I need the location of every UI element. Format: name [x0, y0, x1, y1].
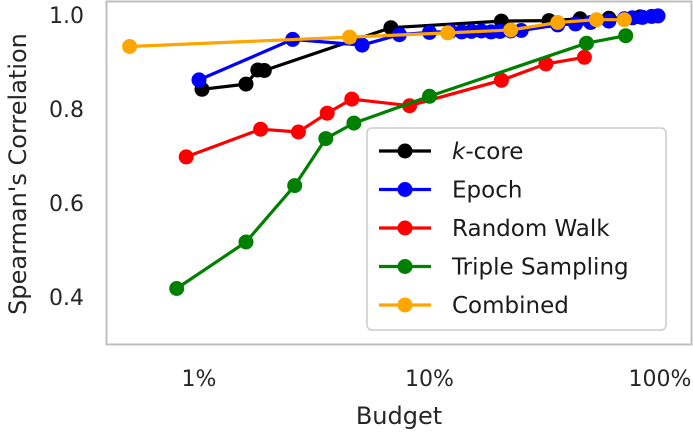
data-point-random-walk [178, 149, 194, 165]
x-axis-ticks: 1% 10% 100% [182, 367, 692, 392]
data-point-combined [616, 12, 632, 28]
data-point-triple-sampling [287, 178, 303, 194]
data-point-random-walk [576, 49, 592, 65]
data-point-combined [342, 29, 358, 45]
data-point-combined [122, 39, 138, 54]
legend-item-random-walk: Random Walk [379, 216, 610, 242]
y-tick-label: 0.4 [49, 286, 84, 311]
data-point-epoch [568, 16, 583, 32]
data-point-triple-sampling [579, 35, 594, 51]
y-axis-label: Spearman's Correlation [4, 33, 32, 315]
legend-label-epoch: Epoch [452, 178, 522, 204]
data-point-epoch [354, 37, 370, 53]
data-point-epoch [650, 8, 666, 24]
legend-marker-epoch [397, 182, 413, 197]
data-point-combined [588, 12, 604, 28]
legend-label-combined: Combined [452, 293, 569, 319]
x-axis-label: Budget [356, 402, 442, 430]
legend-label-k-core: k-core [452, 139, 523, 165]
legend-item-epoch: Epoch [379, 178, 522, 204]
legend-frame [366, 127, 667, 331]
data-point-triple-sampling [238, 234, 254, 250]
legend-label-triple-sampling: Triple Sampling [451, 255, 629, 281]
data-point-random-walk [538, 56, 554, 72]
legend: k-core Epoch Random Walk Triple Sampling Com… [366, 127, 667, 331]
series-line-triple-sampling [175, 34, 628, 291]
y-tick-label: 0.6 [49, 192, 84, 217]
y-tick-label: 1.0 [49, 4, 84, 29]
series-random-walk [178, 49, 592, 165]
legend-label-rest-part: -core [465, 139, 523, 165]
data-point-random-walk [253, 121, 269, 137]
data-point-epoch [191, 72, 207, 88]
x-tick-label: 1% [182, 367, 217, 392]
plot-area [105, 0, 693, 346]
legend-item-combined: Combined [379, 293, 569, 319]
series-triple-sampling [169, 28, 634, 296]
data-point-triple-sampling [318, 131, 334, 147]
y-axis-ticks: 0.4 0.6 0.8 1.0 [49, 4, 84, 311]
data-point-random-walk [290, 124, 306, 140]
legend-marker-triple-sampling [397, 259, 413, 274]
legend-label-italic-part: k [452, 139, 467, 165]
data-point-triple-sampling [346, 115, 362, 131]
series-combined [122, 12, 632, 54]
data-point-triple-sampling [618, 28, 634, 44]
legend-label-random-walk: Random Walk [452, 216, 610, 242]
data-point-k-core [238, 76, 254, 92]
legend-marker-random-walk [397, 220, 413, 236]
data-point-combined [503, 22, 519, 38]
data-point-combined [550, 15, 566, 30]
data-point-random-walk [493, 72, 509, 88]
x-tick-label: 100% [629, 367, 692, 392]
legend-item-k-core: k-core [379, 139, 523, 165]
data-point-k-core [256, 63, 272, 78]
x-tick-label: 10% [405, 367, 454, 392]
data-point-random-walk [344, 91, 360, 107]
y-tick-label: 0.8 [49, 98, 84, 123]
data-point-triple-sampling [422, 88, 437, 104]
legend-item-triple-sampling: Triple Sampling [379, 255, 629, 281]
legend-marker-k-core [397, 143, 413, 159]
plot-frame [105, 0, 693, 346]
series-layer [122, 8, 666, 296]
data-point-random-walk [319, 105, 335, 121]
legend-marker-combined [397, 297, 413, 313]
data-point-triple-sampling [169, 281, 185, 296]
data-point-combined [440, 25, 456, 41]
